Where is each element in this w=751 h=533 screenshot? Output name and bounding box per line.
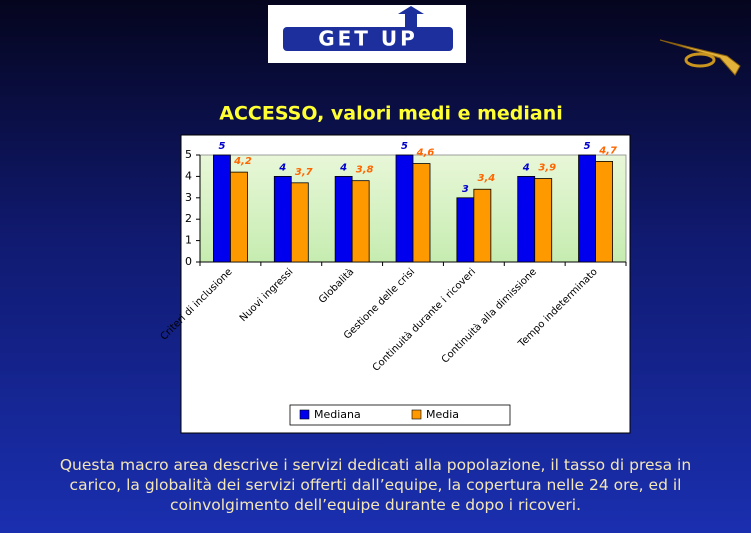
data-label: 3,7 [295,167,313,178]
data-label: 3 [462,184,469,195]
y-tick-label: 4 [185,169,192,182]
bar [595,161,613,263]
bar [473,188,492,263]
y-tick-label: 0 [185,255,192,268]
y-tick-label: 1 [185,234,192,247]
data-label: 3,8 [356,165,374,176]
legend: Mediana Media [289,404,511,426]
bar [213,154,231,263]
legend-label: Mediana [314,408,361,421]
legend-box [289,404,511,426]
bar [395,154,414,263]
legend-label: Media [426,408,459,421]
bar [351,180,370,263]
data-label: 5 [218,141,225,152]
data-label: 4 [522,162,530,173]
bar [334,175,353,263]
bar [230,171,248,263]
data-label: 4,7 [598,145,617,156]
data-label: 3,4 [477,173,495,184]
y-tick-label: 3 [185,191,192,204]
bar [290,182,309,263]
description: Questa macro area descrive i servizi ded… [59,456,692,514]
data-label: 4,2 [233,156,252,167]
y-tick-label: 2 [185,212,192,225]
chart-title: ACCESSO, valori medi e mediani [219,103,563,125]
bar [517,175,536,263]
bar [534,178,553,263]
data-label: 5 [401,141,408,152]
bar [578,154,596,263]
logo-band [283,27,453,51]
y-tick-label: 5 [185,148,192,161]
data-label: 4 [339,162,347,173]
trumpet [659,39,741,76]
data-label: 5 [584,141,591,152]
legend-swatch [411,409,422,420]
legend-swatch [299,409,310,420]
data-label: 4,6 [416,148,435,159]
bar [456,197,475,263]
data-label: 3,9 [538,163,556,174]
logo: GET UP [318,27,418,51]
bar [273,175,292,263]
data-label: 4 [278,162,286,173]
logo-arrow [398,6,424,27]
chart: GET UP ACCESSO, valori medi e mediani 0 1… [159,5,741,434]
bar [412,163,431,263]
